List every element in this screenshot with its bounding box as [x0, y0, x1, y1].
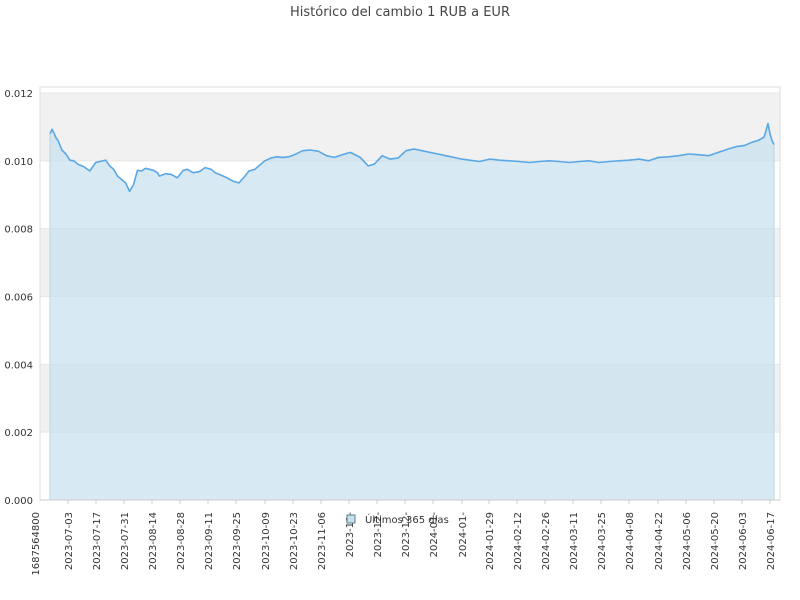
x-axis: 1687564800 2023-07-03 2023-07-17 2023-07-31…	[31, 499, 780, 576]
x-tick-label: 2024-03-25	[597, 512, 608, 570]
series-line	[49, 122, 775, 193]
x-tick-label: 2024-06-03	[738, 512, 749, 570]
x-tick-label: 2023-12-	[401, 512, 412, 558]
x-tick-label: 2024-04-22	[654, 512, 665, 570]
legend-label: Últimos 365 días	[365, 513, 449, 526]
x-tick-label: 2023-12-	[373, 512, 384, 558]
background-band	[40, 87, 780, 93]
x-tick-label: 2024-05-20	[710, 512, 721, 570]
x-tick-label: 2024-06-17	[766, 512, 777, 570]
y-tick-label: 0.004	[4, 360, 33, 371]
x-tick-label: 2023-09-25	[232, 512, 243, 570]
y-tick-label: 0.008	[4, 225, 33, 236]
x-tick-label: 2024-04-08	[625, 512, 636, 570]
x-tick-label: 2023-11-	[345, 512, 356, 558]
legend: Últimos 365 días	[346, 513, 449, 526]
x-tick-label: 2023-07-17	[92, 512, 103, 570]
y-tick-label: 0.006	[4, 293, 33, 304]
x-tick-label: 2024-03-11	[569, 512, 580, 570]
x-tick-label: 2023-07-31	[120, 512, 131, 570]
y-axis: 0.000 0.002 0.004 0.006 0.008 0.010 0.012	[4, 89, 33, 507]
x-tick-label: 2024-02-12	[513, 512, 524, 570]
series-area	[50, 123, 774, 500]
x-tick-label: 2024-01-29	[485, 512, 496, 570]
x-tick-label: 2024-05-06	[682, 512, 693, 570]
y-tick-label: 0.000	[4, 496, 33, 507]
x-tick-label: 2023-08-14	[148, 512, 159, 570]
x-tick-label: 2024-01-	[429, 512, 440, 558]
x-tick-label: 2023-07-03	[64, 512, 75, 570]
x-tick-label: 2024-02-26	[541, 512, 552, 570]
x-tick-label: 2023-11-06	[317, 512, 328, 570]
x-tick-label: 1687564800	[31, 512, 42, 576]
legend-swatch	[346, 514, 356, 524]
chart-title: Histórico del cambio 1 RUB a EUR	[290, 5, 510, 20]
y-tick-label: 0.012	[4, 89, 33, 100]
series-layer	[49, 122, 775, 500]
y-tick-label: 0.002	[4, 428, 33, 439]
x-tick-label: 2023-10-09	[261, 512, 272, 570]
x-tick-label: 2023-08-28	[176, 512, 187, 570]
x-tick-label: 2023-09-11	[204, 512, 215, 570]
x-tick-label: 2023-10-23	[289, 512, 300, 570]
y-tick-label: 0.010	[4, 157, 33, 168]
x-tick-label: 2024-01-	[458, 512, 469, 558]
